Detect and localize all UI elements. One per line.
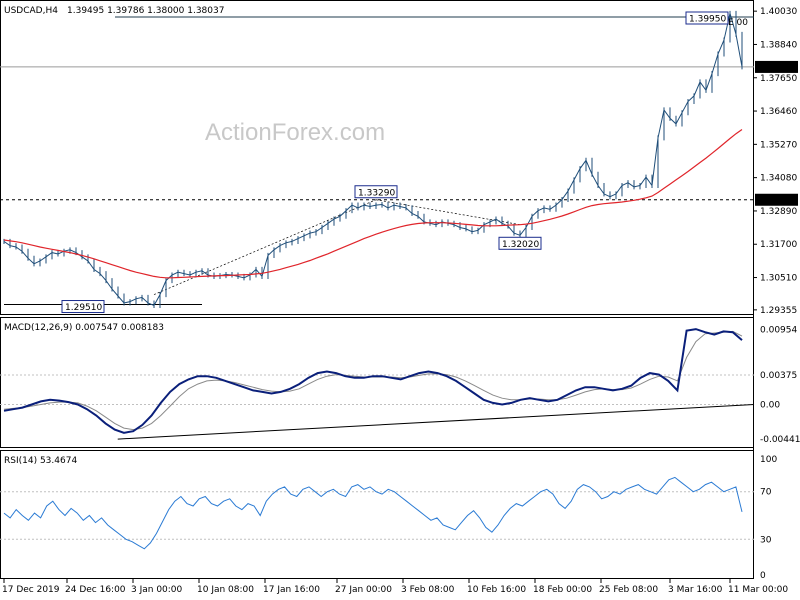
price-series-group: 1.33290 1.32020 1.29510 1.39950 E 00 xyxy=(0,10,754,314)
price-badge-text: 1.38037 xyxy=(759,63,796,73)
price-panel xyxy=(0,0,754,315)
moving-average-line xyxy=(3,129,743,279)
price-tick-label: 1.38840 xyxy=(760,40,797,50)
high-marker-label: E 00 xyxy=(728,18,748,28)
axis-labels-group: 1.40030 1.38840 1.37650 1.36460 1.35270 1.340… xyxy=(2,7,800,595)
rsi-series-group xyxy=(0,476,754,550)
price-tick-label: 1.30510 xyxy=(760,274,797,284)
price-tick-label: 1.37650 xyxy=(760,74,797,84)
price-label-text: 1.39950 xyxy=(689,15,726,25)
price-tick-label: 1.31700 xyxy=(760,240,797,250)
symbol-label: USDCAD,H4 xyxy=(4,6,58,16)
macd-main-line xyxy=(3,328,743,434)
price-label-text: 1.29510 xyxy=(65,303,102,313)
price-label-box xyxy=(498,236,542,250)
connector-dashed-1 xyxy=(153,199,377,295)
rsi-tick-label: 100 xyxy=(760,455,777,465)
x-tick-label: 24 Dec 16:00 xyxy=(65,585,126,595)
macd-tick-label: 0.00 xyxy=(760,401,780,411)
rsi-line xyxy=(3,476,743,550)
x-tick-label: 27 Jan 00:00 xyxy=(335,585,392,595)
macd-tick-label: 0.00954 xyxy=(760,326,797,336)
price-badge-text: 1.33290 xyxy=(759,196,796,206)
x-tick-label: 25 Feb 08:00 xyxy=(599,585,658,595)
price-tick-label: 1.29355 xyxy=(760,306,797,316)
rsi-tick-label: 70 xyxy=(760,488,772,498)
x-tick-label: 3 Feb 08:00 xyxy=(401,585,455,595)
x-tick-label: 3 Jan 00:00 xyxy=(131,585,183,595)
price-label-box xyxy=(685,11,729,25)
macd-trendline xyxy=(117,404,755,440)
x-tick-label: 17 Dec 2019 xyxy=(2,585,60,595)
price-label-text: 1.32020 xyxy=(502,240,539,250)
ohlc-label: 1.39495 1.39786 1.38000 1.38037 xyxy=(67,6,224,16)
x-tick-label: 10 Feb 16:00 xyxy=(467,585,526,595)
rsi-tick-label: 0 xyxy=(760,571,766,581)
x-tick-label: 18 Feb 00:00 xyxy=(533,585,592,595)
price-tick-label: 1.36460 xyxy=(760,107,797,117)
price-badge xyxy=(755,60,798,73)
price-tick-label: 1.34080 xyxy=(760,174,797,184)
rsi-panel xyxy=(0,450,754,579)
macd-tick-label: 0.00375 xyxy=(760,371,797,381)
watermark: ActionForex.com xyxy=(205,119,385,146)
price-badge xyxy=(755,193,798,206)
rsi-tick-label: 30 xyxy=(760,535,772,545)
price-label-text: 1.33290 xyxy=(358,188,395,198)
x-tick-label: 3 Mar 16:00 xyxy=(668,585,723,595)
x-tick-label: 11 Mar 00:00 xyxy=(728,585,788,595)
rsi-title: RSI(14) 53.4674 xyxy=(4,456,77,466)
price-label-box xyxy=(354,185,398,199)
x-tick-label: 17 Jan 16:00 xyxy=(263,585,320,595)
macd-tick-label: -0.004413 xyxy=(760,435,800,445)
price-tick-label: 1.32890 xyxy=(760,207,797,217)
price-series-line xyxy=(3,13,743,307)
x-tick-label: 10 Jan 08:00 xyxy=(197,585,254,595)
macd-panel xyxy=(0,317,754,448)
price-tick-label: 1.35270 xyxy=(760,140,797,150)
macd-title: MACD(12,26,9) 0.007547 0.008183 xyxy=(4,323,164,333)
price-tick-label: 1.40030 xyxy=(760,7,797,17)
macd-series-group xyxy=(0,328,755,440)
price-label-box xyxy=(61,300,105,314)
